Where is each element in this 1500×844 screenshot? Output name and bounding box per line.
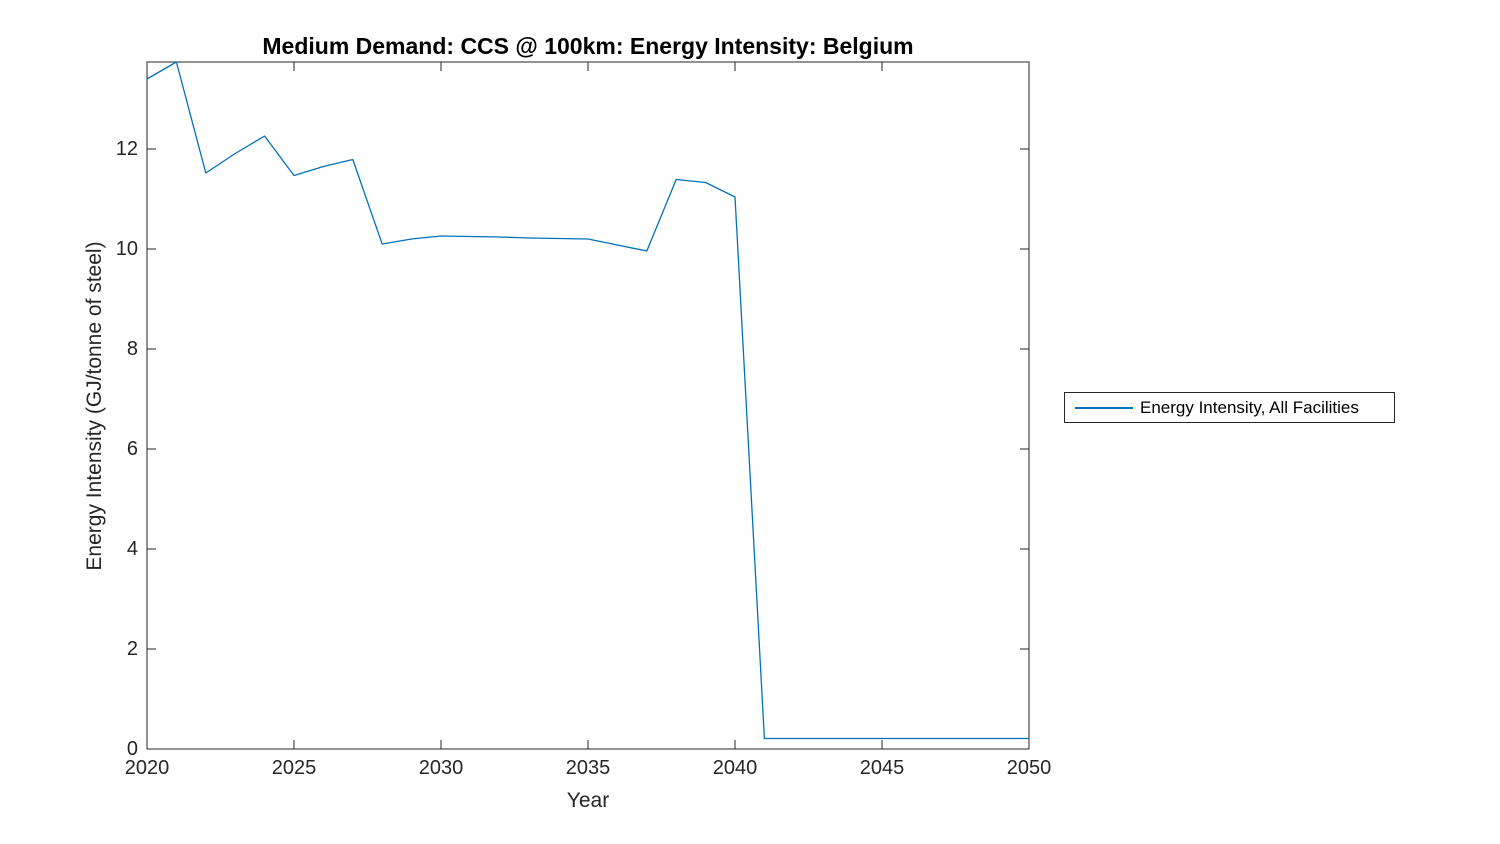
y-tick-label: 4 [126, 538, 138, 560]
x-tick-label: 2020 [124, 757, 170, 779]
x-tick-label: 2030 [418, 757, 464, 779]
x-tick-label: 2045 [859, 757, 905, 779]
legend: Energy Intensity, All Facilities [1064, 392, 1395, 423]
legend-line-sample [1075, 406, 1133, 409]
x-tick-label: 2035 [565, 757, 611, 779]
y-axis-label: Energy Intensity (GJ/tonne of steel) [83, 241, 106, 571]
y-tick-label: 8 [126, 338, 138, 360]
plot-border [146, 61, 1030, 750]
y-tick-label: 12 [115, 138, 138, 160]
x-axis-label: Year [566, 789, 610, 812]
x-tick-label: 2040 [712, 757, 758, 779]
y-tick-label: 2 [126, 638, 138, 660]
series-line [146, 61, 1030, 740]
y-tick-label: 10 [115, 238, 138, 260]
y-tick-label: 0 [126, 738, 138, 760]
chart-title: Medium Demand: CCS @ 100km: Energy Inten… [262, 33, 914, 59]
x-tick-label: 2025 [271, 757, 317, 779]
x-tick-label: 2050 [1006, 757, 1052, 779]
legend-entry-label: Energy Intensity, All Facilities [1140, 397, 1359, 417]
y-tick-label: 6 [126, 438, 138, 460]
